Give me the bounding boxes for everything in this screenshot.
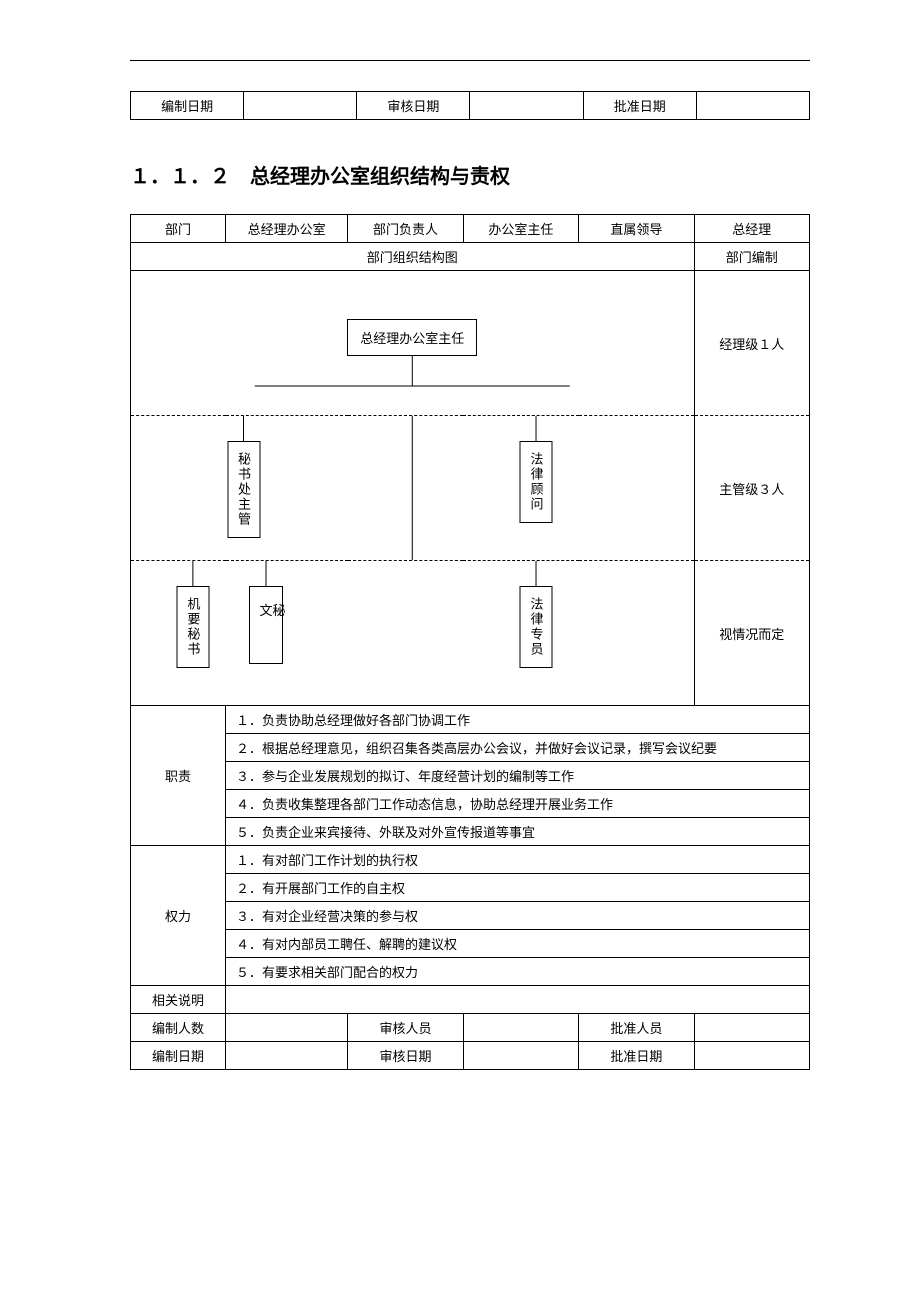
org-connector-3 — [131, 561, 694, 705]
page-top-rule — [130, 60, 810, 61]
org-node-clerk-text: 文秘 — [260, 599, 273, 623]
staffing-tier2: 主管级３人 — [694, 416, 809, 561]
header-row: 部门 总经理办公室 部门负责人 办公室主任 直属领导 总经理 — [131, 215, 810, 243]
org-tier-2-row: 秘书处主管 法律顾问 主管级３人 — [131, 416, 810, 561]
org-node-legal-advisor: 法律顾问 — [520, 441, 553, 523]
org-node-secretary-head: 秘书处主管 — [227, 441, 260, 538]
org-tier-3-row: 机要秘书 文秘 法律专员 视情况而定 — [131, 561, 810, 706]
f2-c3: 审核日期 — [348, 1042, 463, 1070]
org-tier-1-row: 总经理办公室主任 经理级１人 — [131, 271, 810, 416]
resp-item-3: ３．参与企业发展规划的拟订、年度经营计划的编制等工作 — [226, 762, 810, 790]
hdr-c1: 部门 — [131, 215, 226, 243]
top-v3 — [696, 92, 809, 120]
f1-c3: 审核人员 — [348, 1014, 463, 1042]
f2-v5 — [694, 1042, 809, 1070]
f1-v1 — [226, 1014, 348, 1042]
power-item-3: ３．有对企业经营决策的参与权 — [226, 902, 810, 930]
resp-item-2: ２．根据总经理意见，组织召集各类高层办公会议，并做好会议记录，撰写会议纪要 — [226, 734, 810, 762]
section-heading: １．１．２ 总经理办公室组织结构与责权 — [130, 160, 810, 189]
hdr-c4: 办公室主任 — [463, 215, 578, 243]
top-c2: 审核日期 — [357, 92, 470, 120]
power-label: 权力 — [131, 846, 226, 986]
top-c3: 批准日期 — [583, 92, 696, 120]
org-chart-label: 部门组织结构图 — [131, 243, 695, 271]
resp-item-1: １．负责协助总经理做好各部门协调工作 — [226, 706, 810, 734]
resp-label: 职责 — [131, 706, 226, 846]
resp-item-4: ４．负责收集整理各部门工作动态信息，协助总经理开展业务工作 — [226, 790, 810, 818]
staffing-tier3: 视情况而定 — [694, 561, 809, 706]
subheader-row: 部门组织结构图 部门编制 — [131, 243, 810, 271]
top-dates-table: 编制日期 审核日期 批准日期 — [130, 91, 810, 120]
f1-c1: 编制人数 — [131, 1014, 226, 1042]
power-item-1: １．有对部门工作计划的执行权 — [226, 846, 810, 874]
f2-c5: 批准日期 — [579, 1042, 694, 1070]
power-row-1: 权力 １．有对部门工作计划的执行权 — [131, 846, 810, 874]
hdr-c3: 部门负责人 — [348, 215, 463, 243]
resp-row-1: 职责 １．负责协助总经理做好各部门协调工作 — [131, 706, 810, 734]
top-v2 — [470, 92, 583, 120]
hdr-c6: 总经理 — [694, 215, 809, 243]
footer-row-2: 编制日期 审核日期 批准日期 — [131, 1042, 810, 1070]
staffing-label: 部门编制 — [694, 243, 809, 271]
org-node-legal-staff: 法律专员 — [520, 586, 553, 668]
f1-v3 — [463, 1014, 578, 1042]
org-node-confidential: 机要秘书 — [176, 586, 209, 668]
hdr-c5: 直属领导 — [579, 215, 694, 243]
resp-item-5: ５．负责企业来宾接待、外联及对外宣传报道等事宜 — [226, 818, 810, 846]
power-item-4: ４．有对内部员工聘任、解聘的建议权 — [226, 930, 810, 958]
staffing-tier1: 经理级１人 — [694, 271, 809, 416]
main-table: 部门 总经理办公室 部门负责人 办公室主任 直属领导 总经理 部门组织结构图 部… — [130, 214, 810, 1070]
f2-c1: 编制日期 — [131, 1042, 226, 1070]
power-item-5: ５．有要求相关部门配合的权力 — [226, 958, 810, 986]
f1-c5: 批准人员 — [579, 1014, 694, 1042]
note-row: 相关说明 — [131, 986, 810, 1014]
org-connector-2 — [131, 416, 694, 560]
top-c1: 编制日期 — [131, 92, 244, 120]
note-label: 相关说明 — [131, 986, 226, 1014]
org-node-director: 总经理办公室主任 — [347, 319, 477, 356]
f2-v3 — [463, 1042, 578, 1070]
f1-v5 — [694, 1014, 809, 1042]
top-v1 — [244, 92, 357, 120]
f2-v1 — [226, 1042, 348, 1070]
hdr-c2: 总经理办公室 — [226, 215, 348, 243]
org-node-clerk: 文秘 — [249, 586, 283, 664]
note-value — [226, 986, 810, 1014]
power-item-2: ２．有开展部门工作的自主权 — [226, 874, 810, 902]
footer-row-1: 编制人数 审核人员 批准人员 — [131, 1014, 810, 1042]
